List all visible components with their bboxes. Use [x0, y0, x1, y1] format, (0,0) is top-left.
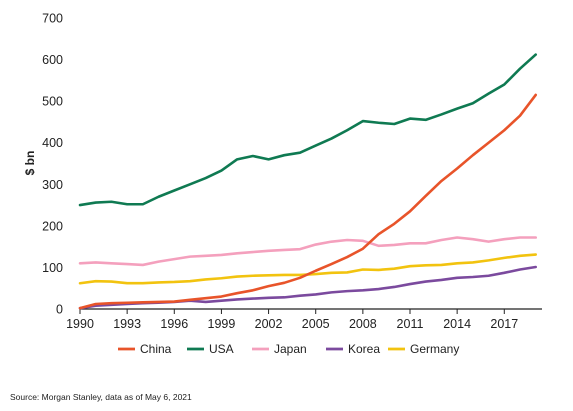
series-lines — [78, 53, 538, 310]
source-note: Source: Morgan Stanley, data as of May 6… — [10, 392, 192, 402]
y-tick-label: 300 — [42, 178, 63, 192]
y-tick-label: 600 — [42, 53, 63, 67]
x-axis-ticks: 1990 1993 1996 1999 2002 2005 2008 2011 2014 2017 — [66, 309, 518, 331]
y-tick-label: 400 — [42, 136, 63, 150]
x-tick-label: 1996 — [160, 317, 188, 331]
series-line-germany — [78, 253, 538, 285]
series-line-china — [78, 93, 538, 310]
x-tick-label: 2017 — [490, 317, 518, 331]
x-tick-label: 2005 — [302, 317, 330, 331]
y-tick-label: 100 — [42, 261, 63, 275]
legend: China USA Japan Korea Germany — [118, 342, 459, 356]
y-tick-label: 500 — [42, 95, 63, 109]
x-tick-label: 2008 — [349, 317, 377, 331]
y-tick-label: 700 — [42, 12, 63, 26]
x-tick-label: 2011 — [397, 317, 424, 331]
x-tick-label: 1993 — [113, 317, 141, 331]
legend-label-china: China — [140, 342, 172, 356]
y-axis-label: $ bn — [23, 151, 37, 176]
legend-label-korea: Korea — [348, 342, 380, 356]
x-tick-label: 1990 — [66, 317, 94, 331]
series-line-japan — [78, 236, 538, 267]
legend-label-usa: USA — [209, 342, 234, 356]
y-tick-label: 200 — [42, 219, 63, 233]
legend-label-germany: Germany — [410, 342, 459, 356]
legend-label-japan: Japan — [274, 342, 307, 356]
x-tick-label: 1999 — [208, 317, 236, 331]
y-axis-ticks: 0 100 200 300 400 500 600 700 — [42, 12, 63, 317]
x-tick-label: 2002 — [255, 317, 283, 331]
series-line-usa — [78, 53, 538, 207]
y-tick-label: 0 — [56, 303, 63, 317]
x-tick-label: 2014 — [443, 317, 471, 331]
